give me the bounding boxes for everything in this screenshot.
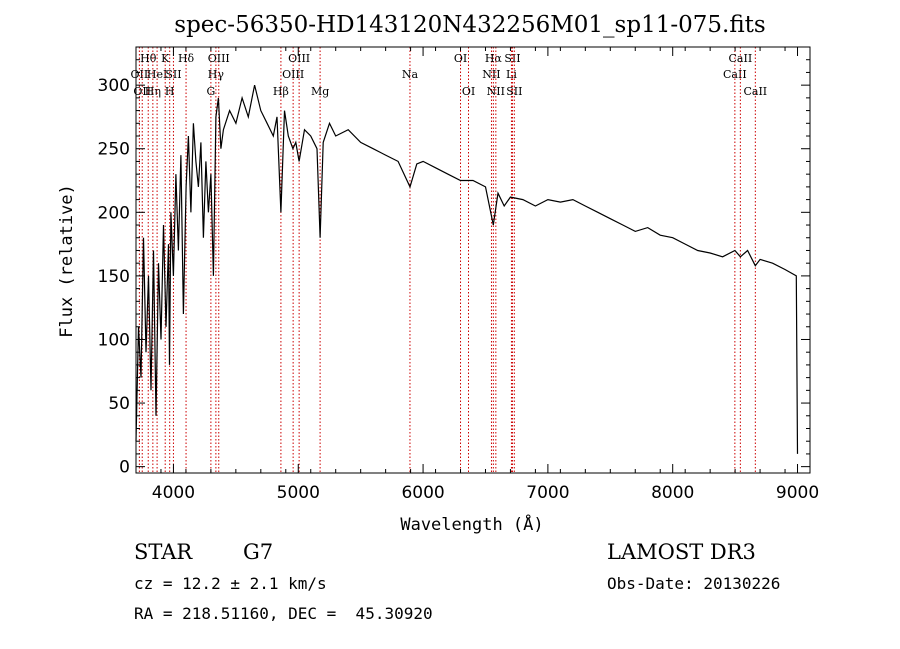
marker-label-4: HeI bbox=[147, 68, 167, 81]
marker-label-0: OII bbox=[131, 68, 149, 81]
marker-label-22: Li bbox=[506, 68, 517, 81]
marker-label-15: Mg bbox=[311, 85, 329, 98]
coordinates-readout: RA = 218.51160, DEC = 45.30920 bbox=[134, 604, 433, 623]
y-tick-label-3: 150 bbox=[98, 267, 130, 287]
marker-label-1: OII bbox=[133, 85, 151, 98]
x-tick-label-0: 4000 bbox=[152, 483, 195, 503]
obs-date: Obs-Date: 20130226 bbox=[607, 574, 781, 593]
x-axis-label: Wavelength (Å) bbox=[400, 513, 543, 535]
marker-label-13: OIII bbox=[282, 68, 304, 81]
marker-label-11: OIII bbox=[208, 52, 230, 65]
marker-label-12: Hβ bbox=[273, 85, 289, 98]
y-tick-label-1: 50 bbox=[108, 394, 130, 414]
marker-label-17: OI bbox=[454, 52, 467, 65]
redshift-readout: cz = 12.2 ± 2.1 km/s bbox=[134, 574, 327, 593]
y-tick-label-2: 100 bbox=[98, 330, 130, 350]
marker-label-18: OI bbox=[462, 85, 475, 98]
marker-label-24: SII bbox=[506, 85, 522, 98]
object-class: STAR bbox=[134, 540, 193, 564]
y-axis-label: Flux (relative) bbox=[57, 184, 77, 338]
y-tick-label-5: 250 bbox=[98, 140, 130, 160]
marker-label-20: Hα bbox=[485, 52, 503, 65]
marker-label-8: Hδ bbox=[178, 52, 195, 65]
marker-label-19: NII bbox=[482, 68, 500, 81]
y-tick-label-6: 300 bbox=[98, 76, 130, 96]
plot-frame bbox=[135, 46, 811, 474]
object-subclass: G7 bbox=[243, 540, 274, 564]
marker-label-14: OIII bbox=[288, 52, 310, 65]
marker-label-21: NII bbox=[487, 85, 505, 98]
marker-label-9: G bbox=[206, 85, 215, 98]
x-tick-label-3: 7000 bbox=[526, 483, 569, 503]
y-tick-label-0: 0 bbox=[119, 458, 130, 478]
line-markers: OII OII Hθ Hη HeI K H SII Hδ G Hγ OIII Hβ OIII OIII Mg N… bbox=[131, 47, 767, 473]
marker-label-5: K bbox=[161, 52, 170, 65]
marker-label-26: CaII bbox=[729, 52, 753, 65]
x-tick-label-4: 8000 bbox=[651, 483, 694, 503]
marker-label-2: Hθ bbox=[140, 52, 157, 65]
marker-label-6: H bbox=[165, 85, 175, 98]
spectrum-line bbox=[135, 84, 799, 454]
survey-name: LAMOST DR3 bbox=[607, 540, 756, 564]
x-tick-label-2: 6000 bbox=[401, 483, 444, 503]
marker-label-10: Hγ bbox=[208, 68, 225, 81]
axes: 4000 5000 6000 7000 8000 9000 0 50 100 150 200 250 3… bbox=[98, 47, 819, 503]
marker-label-7: SII bbox=[165, 68, 181, 81]
marker-label-16: Na bbox=[402, 68, 419, 81]
chart-title: spec-56350-HD143120N432256M01_sp11-075.f… bbox=[174, 12, 765, 38]
marker-label-25: CaII bbox=[723, 68, 747, 81]
marker-label-27: CaII bbox=[743, 85, 767, 98]
marker-label-3: Hη bbox=[145, 85, 161, 98]
x-tick-label-1: 5000 bbox=[277, 483, 320, 503]
y-tick-label-4: 200 bbox=[98, 203, 130, 223]
spectrum-series bbox=[135, 84, 799, 454]
marker-label-23: SII bbox=[504, 52, 520, 65]
x-tick-label-5: 9000 bbox=[776, 483, 819, 503]
